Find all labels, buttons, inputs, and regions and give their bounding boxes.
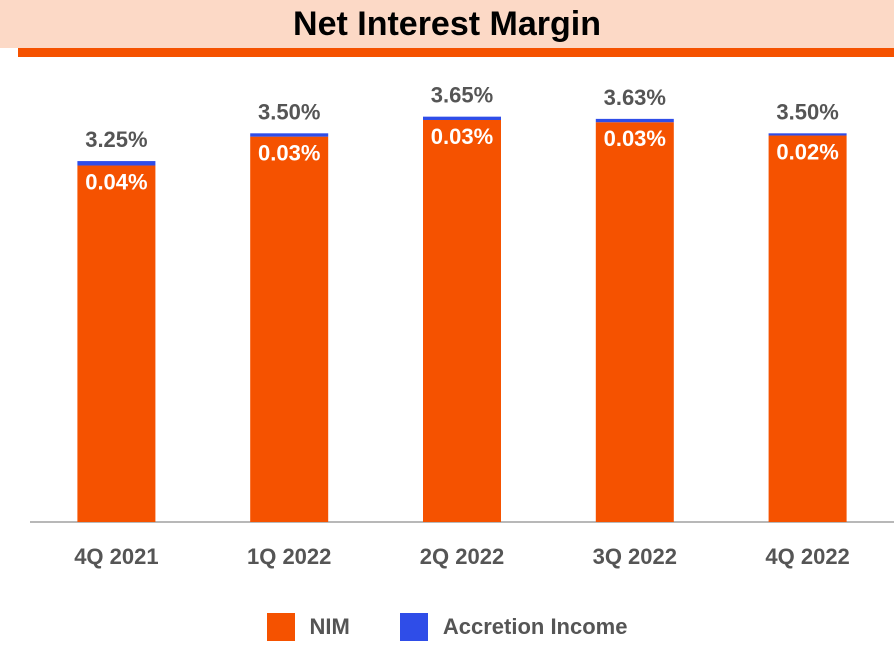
bar-accretion bbox=[595, 118, 674, 123]
bar-accretion bbox=[423, 116, 501, 120]
chart-legend: NIM Accretion Income bbox=[0, 610, 894, 644]
x-tick-label: 2Q 2022 bbox=[420, 544, 504, 569]
legend-swatch-accretion bbox=[399, 613, 428, 641]
chart-title: Net Interest Margin bbox=[293, 5, 601, 43]
legend-item-nim: NIM bbox=[266, 613, 350, 641]
title-underline bbox=[18, 48, 894, 57]
data-label-accretion: 0.04% bbox=[85, 170, 147, 195]
legend-label-nim: NIM bbox=[309, 614, 350, 639]
data-label-accretion: 0.03% bbox=[258, 141, 320, 166]
x-tick-label: 4Q 2021 bbox=[74, 544, 158, 569]
data-label-accretion: 0.02% bbox=[776, 140, 838, 165]
bar-nim bbox=[595, 122, 674, 523]
bar-nim bbox=[250, 136, 329, 522]
legend-label-accretion: Accretion Income bbox=[442, 614, 628, 639]
data-label-accretion: 0.03% bbox=[431, 124, 493, 149]
bar-nim bbox=[768, 135, 847, 522]
x-tick-label: 4Q 2022 bbox=[765, 544, 849, 569]
data-label-total: 3.50% bbox=[258, 99, 320, 124]
bar-accretion bbox=[77, 161, 156, 166]
legend-item-accretion: Accretion Income bbox=[399, 613, 628, 641]
bar-nim bbox=[423, 119, 501, 522]
data-label-total: 3.50% bbox=[776, 99, 838, 124]
x-tick-label: 1Q 2022 bbox=[247, 544, 331, 569]
data-label-total: 3.25% bbox=[85, 127, 147, 152]
x-tick-label: 3Q 2022 bbox=[593, 544, 677, 569]
data-label-total: 3.65% bbox=[431, 83, 493, 108]
bar-accretion bbox=[250, 133, 329, 137]
legend-swatch-nim bbox=[266, 613, 295, 641]
data-label-total: 3.63% bbox=[604, 85, 666, 110]
data-label-accretion: 0.03% bbox=[604, 126, 666, 151]
bar-nim bbox=[77, 165, 156, 522]
bar-accretion bbox=[768, 133, 847, 136]
title-band bbox=[0, 0, 894, 48]
